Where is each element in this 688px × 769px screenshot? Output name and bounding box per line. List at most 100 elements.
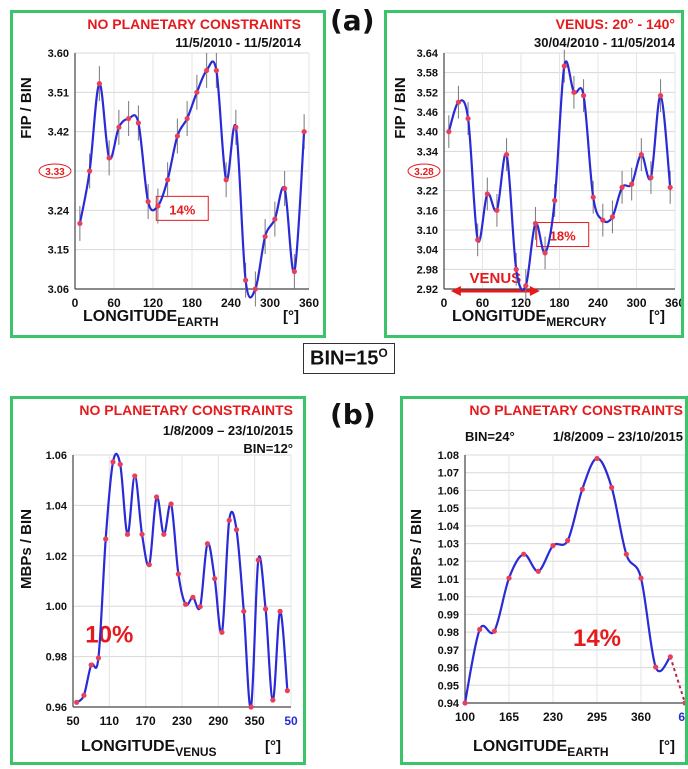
data-point [103,536,109,542]
data-point [542,250,548,256]
bin-size-text: BIN=15 [310,347,379,370]
y-tick-label: 0.98 [438,627,459,639]
data-point [106,155,112,161]
data-point [657,93,664,99]
data-point [629,181,635,187]
data-point [95,655,102,661]
data-point [233,124,239,130]
y-axis-label: MBPs / BIN [18,509,35,589]
data-point [241,608,247,614]
x-axis-label: LONGITUDEEARTH [473,738,609,759]
data-point [491,628,497,634]
x-tick-label: 60 [107,296,121,310]
y-tick-label: 1.05 [438,503,459,515]
mean-ring [38,163,72,179]
x-tick-label: 170 [136,714,156,728]
bin-label: BIN=24° [465,429,515,444]
series-line [447,60,672,291]
data-point [74,699,80,705]
percent-label: 10% [85,622,133,649]
y-tick-label: 3.40 [417,127,438,139]
x-tick-label: 165 [499,710,519,724]
data-point [579,486,585,492]
y-tick-label: 3.46 [417,107,438,119]
data-point [667,184,673,190]
data-point [609,484,615,491]
y-tick-label: 0.99 [438,609,459,621]
chart-title: NO PLANETARY CONSTRAINTS [469,402,683,418]
y-tick-label: 0.96 [438,663,459,675]
y-tick-label: 3.10 [417,225,438,237]
x-tick-label: 180 [182,296,202,310]
x-axis-unit: [°] [265,738,281,755]
data-point [682,700,685,706]
chart-title: NO PLANETARY CONSTRAINTS [79,402,293,418]
x-tick-label: 100 [455,710,475,724]
data-point [477,626,483,633]
data-point [667,654,673,660]
data-point [638,575,644,581]
x-tick-label: 295 [587,710,607,724]
data-point [252,286,258,292]
x-tick-label: 110 [100,714,120,728]
y-tick-label: 0.96 [46,702,67,714]
data-point [282,185,288,192]
label-b: (b) [330,398,376,431]
data-point [168,501,174,507]
arrow-head-right [529,286,540,296]
data-point [204,541,211,547]
data-point [506,575,512,581]
y-tick-label: 1.02 [46,551,67,563]
data-point [165,177,171,183]
y-tick-label: 0.94 [438,698,460,710]
y-axis-label: FIP / BIN [392,77,409,138]
data-point [77,220,83,227]
x-tick-label: 360 [631,710,651,724]
x-axis-label-main: LONGITUDE [452,308,547,325]
y-tick-label: 3.51 [48,87,69,99]
y-tick-label: 3.42 [48,127,69,139]
percent-label: 14% [573,625,621,652]
data-point [153,494,160,500]
y-axis-label: MBPs / BIN [408,509,425,589]
data-point [648,174,654,181]
y-tick-label: 3.15 [48,245,69,257]
y-tick-label: 0.98 [46,652,67,664]
data-point [272,216,278,222]
data-point [619,184,625,190]
data-point [204,67,210,74]
x-tick-label: 300 [626,296,646,310]
data-point [146,562,152,568]
bin-size-box: BIN=15O [303,343,395,374]
data-point [594,455,600,462]
bin-label: BIN=12° [243,441,293,456]
data-point [124,531,131,537]
data-point [87,168,93,174]
data-point [243,277,249,283]
x-axis-label-main: LONGITUDE [83,308,178,325]
data-point [494,207,500,213]
x-tick-label: 290 [208,714,228,728]
x-axis-label-sub: VENUS [175,745,216,759]
y-tick-label: 0.95 [438,680,459,692]
chart-b-earth: 0.94 0.95 0.96 0.97 0.98 0.99 1.00 1.01 1.02 1.03… [408,402,685,759]
data-point [184,115,190,122]
data-point [155,203,161,209]
chart-panel-a-earth: 3.06 3.15 3.24 3.42 3.51 3.60 0 60 120 180 240 300 3… [10,10,326,338]
data-point [484,191,490,197]
data-point [535,568,541,574]
data-point [135,120,141,126]
data-point [223,177,229,183]
data-point [197,604,203,610]
y-tick-label: 3.34 [417,146,439,158]
data-point [565,537,571,544]
x-axis-label: LONGITUDEMERCURY [452,308,606,329]
data-point [255,557,261,563]
x-tick-label: 350 [245,714,265,728]
chart-date-range: 1/8/2009 – 23/10/2015 [163,423,293,438]
x-tick-label: 300 [260,296,280,310]
chart-a-earth: 3.06 3.15 3.24 3.42 3.51 3.60 0 60 120 180 240 300 3… [18,16,319,329]
data-point [590,194,596,200]
y-tick-label: 1.03 [438,539,459,551]
y-tick-label: 3.04 [417,245,439,257]
